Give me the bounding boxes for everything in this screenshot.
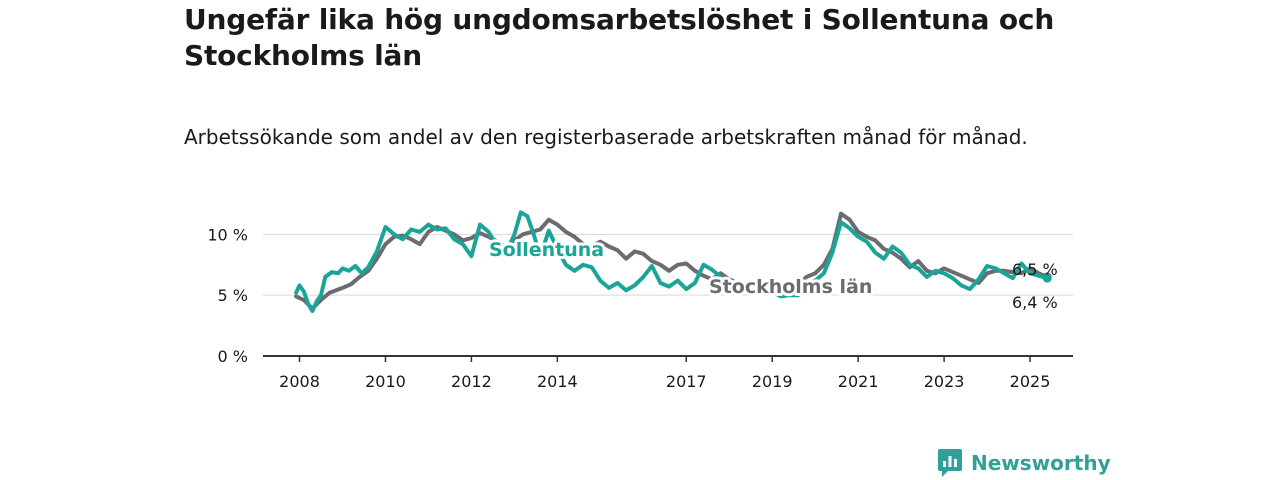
series-name-label-stockholms-lan: Stockholms län <box>709 276 872 298</box>
x-tick-label: 2010 <box>365 372 406 391</box>
end-point-sollentuna <box>1042 273 1052 283</box>
x-tick-label: 2012 <box>451 372 492 391</box>
chart-subtitle: Arbetssökande som andel av den registerb… <box>184 125 1028 149</box>
y-tick-label: 0 % <box>218 347 248 366</box>
end-label-sollentuna: 6,4 % <box>1012 293 1058 312</box>
series-line-stockholms-lan <box>294 211 1050 311</box>
series-group <box>294 210 1052 313</box>
x-tick-label: 2008 <box>279 372 320 391</box>
series-name-label-sollentuna: Sollentuna <box>489 239 604 261</box>
axes: 0 % 5 % 10 % 2008 2010 2012 2014 2017 2019 2021 20… <box>207 225 1073 391</box>
x-tick-label: 2014 <box>537 372 578 391</box>
label-group: 6,5 % 6,4 % Sollentuna Stockholms län <box>486 236 1058 312</box>
y-tick-label: 10 % <box>207 225 248 244</box>
x-tick-label: 2017 <box>666 372 707 391</box>
x-tick-label: 2025 <box>1010 372 1051 391</box>
newsworthy-logo-icon <box>938 449 962 477</box>
brand: Newsworthy <box>937 448 1111 478</box>
x-tick-label: 2019 <box>752 372 793 391</box>
brand-name: Newsworthy <box>971 451 1111 475</box>
end-label-stockholms-lan: 6,5 % <box>1012 260 1058 279</box>
series-line-sollentuna <box>294 210 1050 313</box>
chart-title: Ungefär lika hög ungdomsarbetslöshet i S… <box>184 3 1055 72</box>
y-tick-label: 5 % <box>218 286 248 305</box>
x-tick-label: 2021 <box>838 372 879 391</box>
x-tick-label: 2023 <box>924 372 965 391</box>
